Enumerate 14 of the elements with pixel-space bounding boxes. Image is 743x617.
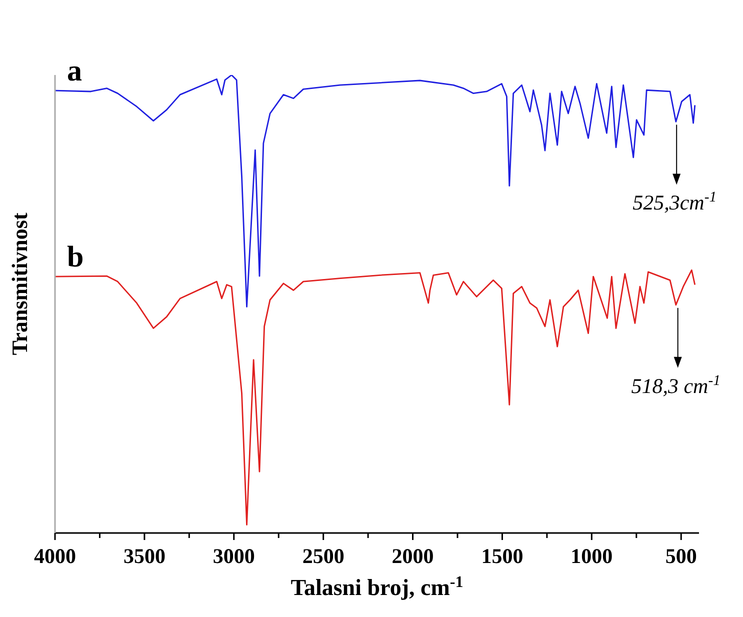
series-label: a [67,54,82,88]
x-tick-label: 2000 [392,544,434,568]
x-tick-label: 2500 [302,544,344,568]
series-label: b [67,240,84,274]
annotation: 518,3 cm$^{-1}$ [631,372,720,398]
x-tick-label: 4000 [34,544,76,568]
x-tick-label: 1500 [481,544,524,568]
x-tick-label: 500 [665,544,697,568]
x-axis-title: Talasni broj, cm$^{-1}$ [290,574,464,600]
x-tick-label: 3500 [123,544,166,568]
annotation: 525,3cm$^{-1}$ [632,190,717,215]
x-tick-label: 1000 [570,544,613,568]
x-tick-label: 3000 [212,544,255,568]
y-axis-title: Transmitivnost [7,212,32,356]
